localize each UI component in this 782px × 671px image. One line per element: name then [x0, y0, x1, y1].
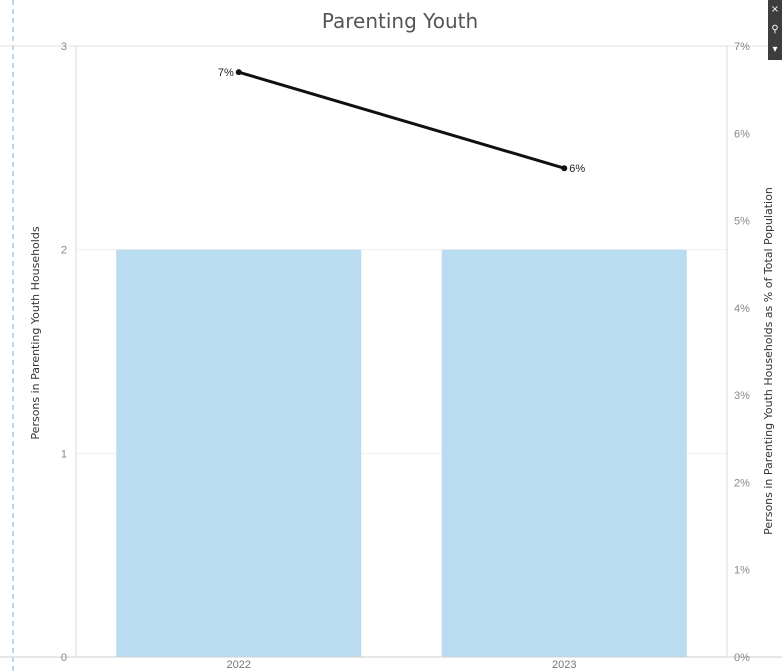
right-tick-label: 6% [734, 128, 750, 140]
chart-title: Parenting Youth [322, 9, 478, 33]
line-series: 7% 6% [218, 67, 586, 175]
line-point [235, 69, 242, 76]
chevron-down-icon[interactable]: ▾ [772, 44, 778, 55]
right-tick-label: 7% [734, 41, 750, 53]
category-labels: 2022 2023 [227, 659, 577, 671]
left-axis-title: Persons in Parenting Youth Households [29, 226, 42, 439]
right-tick-label: 3% [734, 390, 750, 402]
line-data-label: 7% [218, 67, 234, 79]
bar [116, 249, 362, 657]
right-tick-label: 2% [734, 477, 750, 489]
viz-toolbar: × ⚲ ▾ [768, 0, 782, 60]
left-axis-ticks: 0 1 2 3 [61, 41, 67, 664]
right-tick-label: 1% [734, 565, 750, 577]
pin-icon[interactable]: ⚲ [771, 24, 779, 35]
left-tick-label: 1 [61, 448, 67, 460]
close-icon[interactable]: × [770, 4, 780, 15]
line-data-label: 6% [569, 163, 585, 175]
line-point [561, 165, 568, 172]
bars [116, 249, 687, 657]
right-axis-ticks: 0% 1% 2% 3% 4% 5% 6% 7% [734, 41, 750, 664]
line-path [237, 70, 566, 170]
left-tick-label: 3 [61, 41, 67, 53]
bar [441, 249, 687, 657]
x-tick-label: 2023 [552, 659, 576, 671]
left-tick-label: 0 [61, 652, 67, 664]
right-tick-label: 4% [734, 303, 750, 315]
right-tick-label: 0% [734, 652, 750, 664]
plot-frame [0, 45, 782, 658]
right-axis-title: Persons in Parenting Youth Households as… [762, 187, 775, 535]
right-tick-label: 5% [734, 216, 750, 228]
left-tick-label: 2 [61, 245, 67, 257]
x-tick-label: 2022 [227, 659, 251, 671]
